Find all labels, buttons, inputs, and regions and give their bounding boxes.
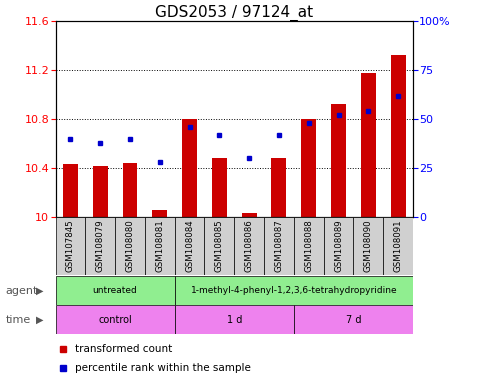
Bar: [294, 217, 324, 275]
Bar: [56, 276, 175, 305]
Text: untreated: untreated: [93, 286, 138, 295]
Text: 1-methyl-4-phenyl-1,2,3,6-tetrahydropyridine: 1-methyl-4-phenyl-1,2,3,6-tetrahydropyri…: [190, 286, 397, 295]
Text: GSM108087: GSM108087: [274, 219, 284, 272]
Bar: [175, 276, 413, 305]
Text: 7 d: 7 d: [346, 314, 361, 325]
Text: ▶: ▶: [36, 314, 43, 325]
Bar: [264, 217, 294, 275]
Title: GDS2053 / 97124_at: GDS2053 / 97124_at: [155, 5, 313, 21]
Bar: [212, 158, 227, 217]
Text: ▶: ▶: [36, 286, 43, 296]
Bar: [331, 104, 346, 217]
Bar: [63, 164, 78, 217]
Bar: [115, 217, 145, 275]
Bar: [175, 217, 204, 275]
Bar: [182, 119, 197, 217]
Bar: [242, 213, 256, 217]
Text: GSM108084: GSM108084: [185, 219, 194, 272]
Text: transformed count: transformed count: [75, 344, 172, 354]
Bar: [93, 166, 108, 217]
Bar: [123, 163, 138, 217]
Text: GSM108086: GSM108086: [245, 219, 254, 272]
Bar: [175, 305, 294, 334]
Bar: [56, 217, 85, 275]
Text: GSM108085: GSM108085: [215, 219, 224, 272]
Text: percentile rank within the sample: percentile rank within the sample: [75, 363, 251, 373]
Text: GSM108091: GSM108091: [394, 219, 402, 272]
Text: GSM108079: GSM108079: [96, 219, 105, 272]
Bar: [391, 55, 406, 217]
Text: control: control: [98, 314, 132, 325]
Bar: [301, 119, 316, 217]
Bar: [294, 305, 413, 334]
Bar: [152, 210, 167, 217]
Bar: [56, 305, 175, 334]
Text: time: time: [6, 314, 31, 325]
Bar: [204, 217, 234, 275]
Text: 1 d: 1 d: [227, 314, 242, 325]
Bar: [354, 217, 383, 275]
Bar: [324, 217, 354, 275]
Text: GSM108089: GSM108089: [334, 219, 343, 272]
Bar: [234, 217, 264, 275]
Text: GSM108081: GSM108081: [156, 219, 164, 272]
Bar: [145, 217, 175, 275]
Text: GSM108090: GSM108090: [364, 219, 373, 272]
Bar: [85, 217, 115, 275]
Text: GSM108088: GSM108088: [304, 219, 313, 272]
Bar: [383, 217, 413, 275]
Text: GSM108080: GSM108080: [126, 219, 134, 272]
Text: agent: agent: [6, 286, 38, 296]
Bar: [361, 73, 376, 217]
Text: GSM107845: GSM107845: [66, 219, 75, 272]
Bar: [271, 158, 286, 217]
